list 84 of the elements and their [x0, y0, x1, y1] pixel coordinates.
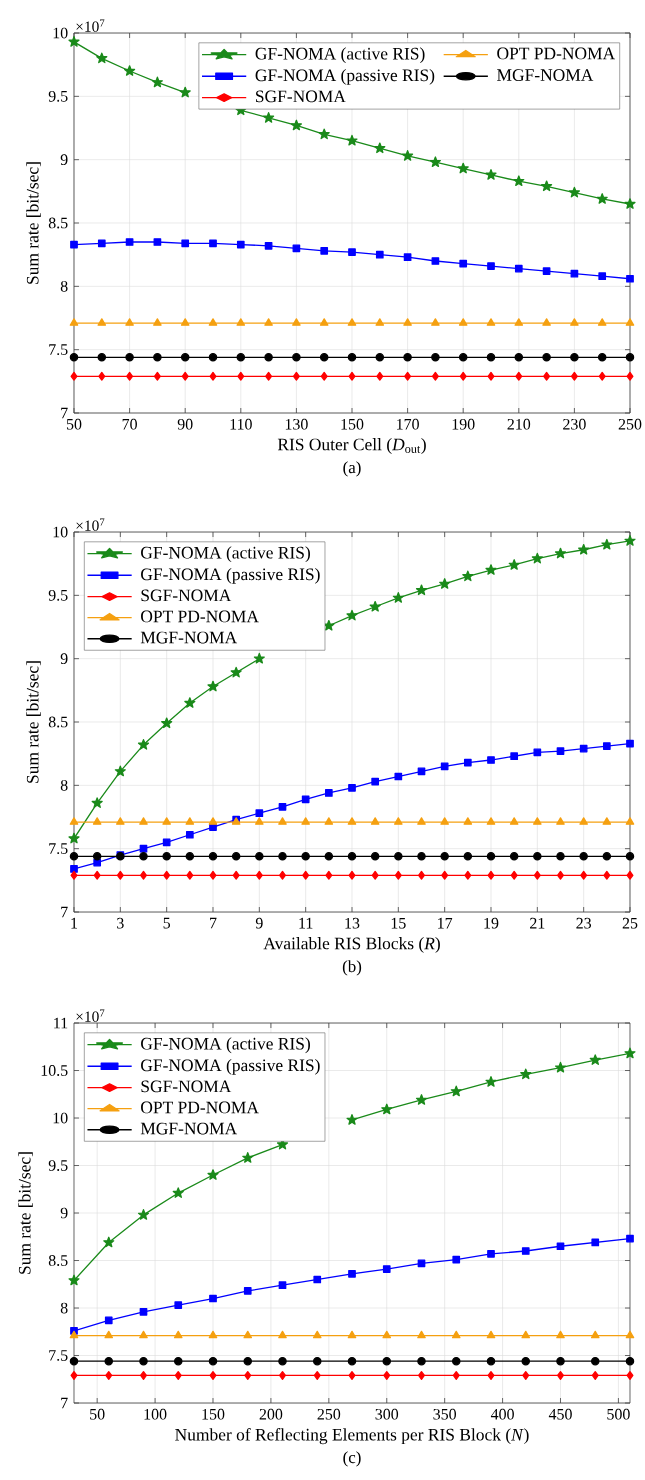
x-tick-label: 300: [375, 1408, 399, 1420]
x-tick-label: 15: [391, 917, 406, 929]
x-tick-label: 7: [210, 917, 217, 929]
x-tick-label: 3: [117, 917, 124, 929]
x-tick-label: 70: [122, 418, 137, 430]
y-tick-label: 8: [60, 779, 68, 791]
legend-label: OPT PD-NOMA: [141, 1101, 259, 1114]
y-tick-label: 10.5: [41, 1065, 68, 1076]
x-tick-label: 170: [397, 418, 419, 430]
y-tick-label: 8.5: [48, 716, 68, 728]
y-tick-label: 8.5: [48, 217, 68, 229]
x-tick-label: 19: [484, 917, 499, 929]
x-tick-label: 90: [177, 418, 193, 430]
x-tick-label: 190: [452, 418, 475, 430]
text: ×10$^{7}$: [76, 19, 105, 32]
x-tick-label: 13: [345, 917, 360, 929]
y-axis-title: Sum rate [bit/sec]: [26, 162, 41, 284]
y-tick-label: 8: [60, 1302, 68, 1314]
x-tick-label: 11: [299, 917, 313, 929]
x-tick-label: 9: [255, 917, 263, 929]
x-tick-label: 23: [576, 917, 592, 929]
y-tick-label: 9: [60, 154, 68, 166]
x-tick-label: 17: [438, 917, 453, 929]
legend-label: SGF-NOMA: [256, 90, 346, 103]
text: ×10$^{7}$: [76, 518, 105, 531]
x-tick-label: 200: [259, 1408, 283, 1420]
y-tick-label: 7.5: [49, 1350, 68, 1361]
legend-label: SGF-NOMA: [141, 1080, 232, 1093]
y-tick-label: 9: [60, 1207, 68, 1219]
legend-label: GF-NOMA (active RIS): [141, 546, 310, 563]
legend-label: OPT PD-NOMA: [497, 47, 616, 60]
legend-label: OPT PD-NOMA: [141, 610, 259, 623]
x-tick-label: 400: [490, 1408, 514, 1420]
y-tick-label: 7: [61, 1397, 68, 1409]
x-tick-label: 150: [341, 418, 364, 430]
y-axis-title: Sum rate [bit/sec]: [18, 1152, 33, 1274]
x-axis-title: Available RIS Blocks (R): [263, 937, 440, 953]
text: (c): [343, 1451, 361, 1467]
x-tick-label: 50: [66, 418, 82, 430]
y-axis-title: Sum rate [bit/sec]: [26, 661, 41, 783]
x-tick-label: 250: [618, 418, 642, 430]
x-tick-label: 50: [90, 1408, 105, 1420]
x-tick-label: 250: [317, 1408, 341, 1420]
text: ×10$^{7}$: [76, 1009, 105, 1022]
legend-label: GF-NOMA (passive RIS): [141, 1058, 320, 1075]
y-tick-label: 10: [53, 526, 68, 538]
x-axis-title: RIS Outer Cell (D$_{out}$): [277, 438, 426, 454]
x-tick-label: 150: [202, 1408, 225, 1420]
y-tick-label: 7: [61, 407, 68, 419]
y-tick-label: 9.5: [48, 589, 68, 601]
y-tick-label: 11: [54, 1017, 68, 1029]
legend-label: GF-NOMA (passive RIS): [255, 68, 435, 85]
y-tick-label: 7.5: [49, 344, 68, 356]
legend-label: GF-NOMA (active RIS): [255, 47, 425, 64]
legend-label: MGF-NOMA: [140, 1122, 238, 1135]
x-tick-label: 350: [433, 1408, 457, 1420]
y-tick-label: 7: [61, 906, 68, 918]
x-tick-label: 1: [71, 917, 78, 929]
legend-label: GF-NOMA (active RIS): [141, 1037, 310, 1054]
y-tick-label: 7.5: [49, 843, 68, 855]
x-tick-label: 210: [507, 418, 531, 430]
x-tick-label: 230: [563, 418, 586, 430]
x-tick-label: 110: [230, 418, 252, 430]
y-tick-label: 10: [53, 27, 68, 39]
x-tick-label: 450: [548, 1408, 572, 1420]
x-tick-label: 500: [607, 1408, 630, 1420]
x-axis-title: Number of Reflecting Elements per RIS Block (N): [175, 1428, 529, 1445]
text: (b): [342, 960, 362, 976]
y-tick-label: 9: [60, 653, 68, 665]
x-tick-label: 5: [163, 917, 171, 929]
x-tick-label: 25: [622, 917, 638, 929]
x-tick-label: 130: [285, 418, 308, 430]
y-tick-label: 9.5: [48, 1160, 68, 1171]
x-tick-label: 100: [144, 1408, 167, 1420]
legend-label: MGF-NOMA: [497, 69, 594, 81]
y-tick-label: 8.5: [48, 1255, 68, 1266]
text: (a): [343, 461, 361, 477]
legend-label: MGF-NOMA: [140, 631, 238, 644]
x-tick-label: 21: [530, 917, 545, 929]
y-tick-label: 8: [60, 280, 68, 292]
legend-label: GF-NOMA (passive RIS): [141, 567, 320, 584]
y-tick-label: 10: [53, 1112, 68, 1124]
legend-label: SGF-NOMA: [141, 589, 232, 602]
y-tick-label: 9.5: [48, 90, 68, 102]
